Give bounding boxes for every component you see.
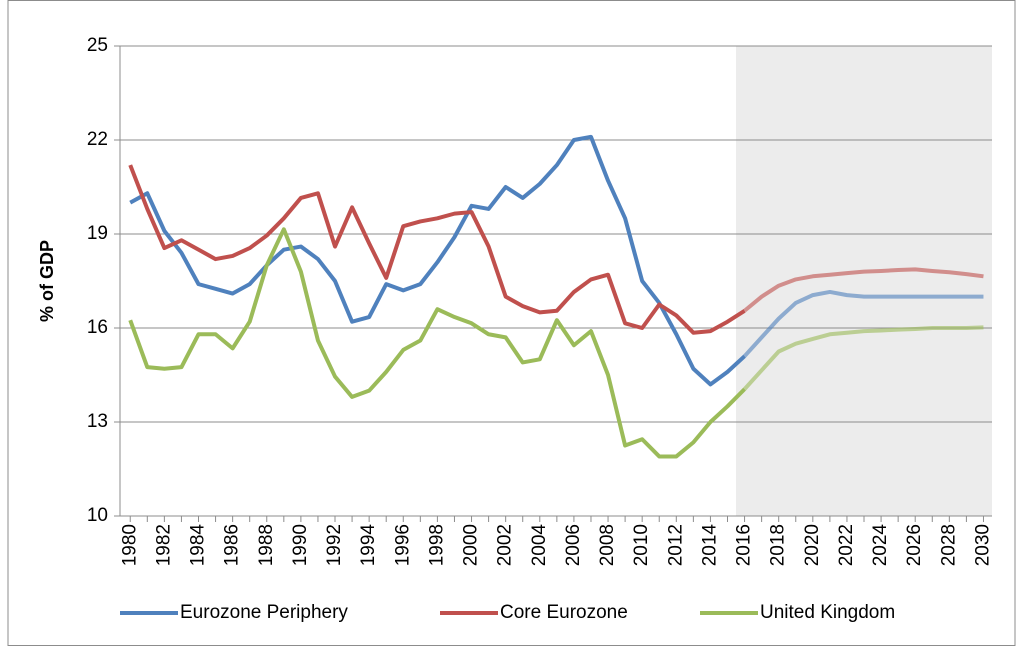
x-tick-label: 1986 <box>222 524 243 566</box>
y-tick-label: 22 <box>87 129 108 150</box>
x-tick-label: 2024 <box>870 524 891 567</box>
x-tick-label: 1980 <box>119 524 140 566</box>
y-axis-label: % of GDP <box>37 240 57 322</box>
x-tick-label: 1984 <box>188 524 209 567</box>
x-tick-label: 2008 <box>597 524 618 566</box>
x-tick-label: 2016 <box>734 524 755 566</box>
series-line <box>128 164 746 335</box>
x-tick-label: 2020 <box>802 524 823 566</box>
y-tick-label: 25 <box>87 35 108 56</box>
x-tick-label: 1998 <box>426 524 447 566</box>
x-tick-label: 2014 <box>699 524 720 567</box>
legend-label: Eurozone Periphery <box>180 602 348 623</box>
x-tick-label: 2010 <box>631 524 652 566</box>
x-tick-label: 2000 <box>461 524 482 566</box>
forecast-line <box>743 267 984 313</box>
x-tick-label: 1996 <box>392 524 413 566</box>
x-tick-label: 2018 <box>768 524 789 566</box>
y-tick-label: 16 <box>87 317 108 338</box>
legend-label: United Kingdom <box>760 602 895 623</box>
forecast-line <box>743 325 984 391</box>
x-tick-label: 2006 <box>563 524 584 566</box>
forecast-shade <box>736 46 992 516</box>
x-tick-label: 1994 <box>358 524 379 567</box>
forecast-line <box>743 289 984 358</box>
legend-label: Core Eurozone <box>500 602 628 623</box>
x-tick-label: 1990 <box>290 524 311 566</box>
series-line <box>129 134 746 387</box>
y-tick-label: 10 <box>87 505 108 526</box>
x-tick-label: 2028 <box>938 524 959 566</box>
y-tick-label: 19 <box>87 223 108 244</box>
x-tick-label: 2026 <box>904 524 925 566</box>
x-tick-label: 2030 <box>972 524 993 566</box>
x-tick-label: 1988 <box>256 524 277 566</box>
x-tick-label: 2002 <box>495 524 516 566</box>
x-tick-label: 1982 <box>153 524 174 566</box>
x-tick-label: 2012 <box>665 524 686 566</box>
series-line <box>128 227 746 459</box>
y-tick-label: 13 <box>87 411 108 432</box>
x-tick-label: 2004 <box>529 524 550 567</box>
x-tick-label: 1992 <box>324 524 345 566</box>
x-tick-label: 2022 <box>836 524 857 566</box>
